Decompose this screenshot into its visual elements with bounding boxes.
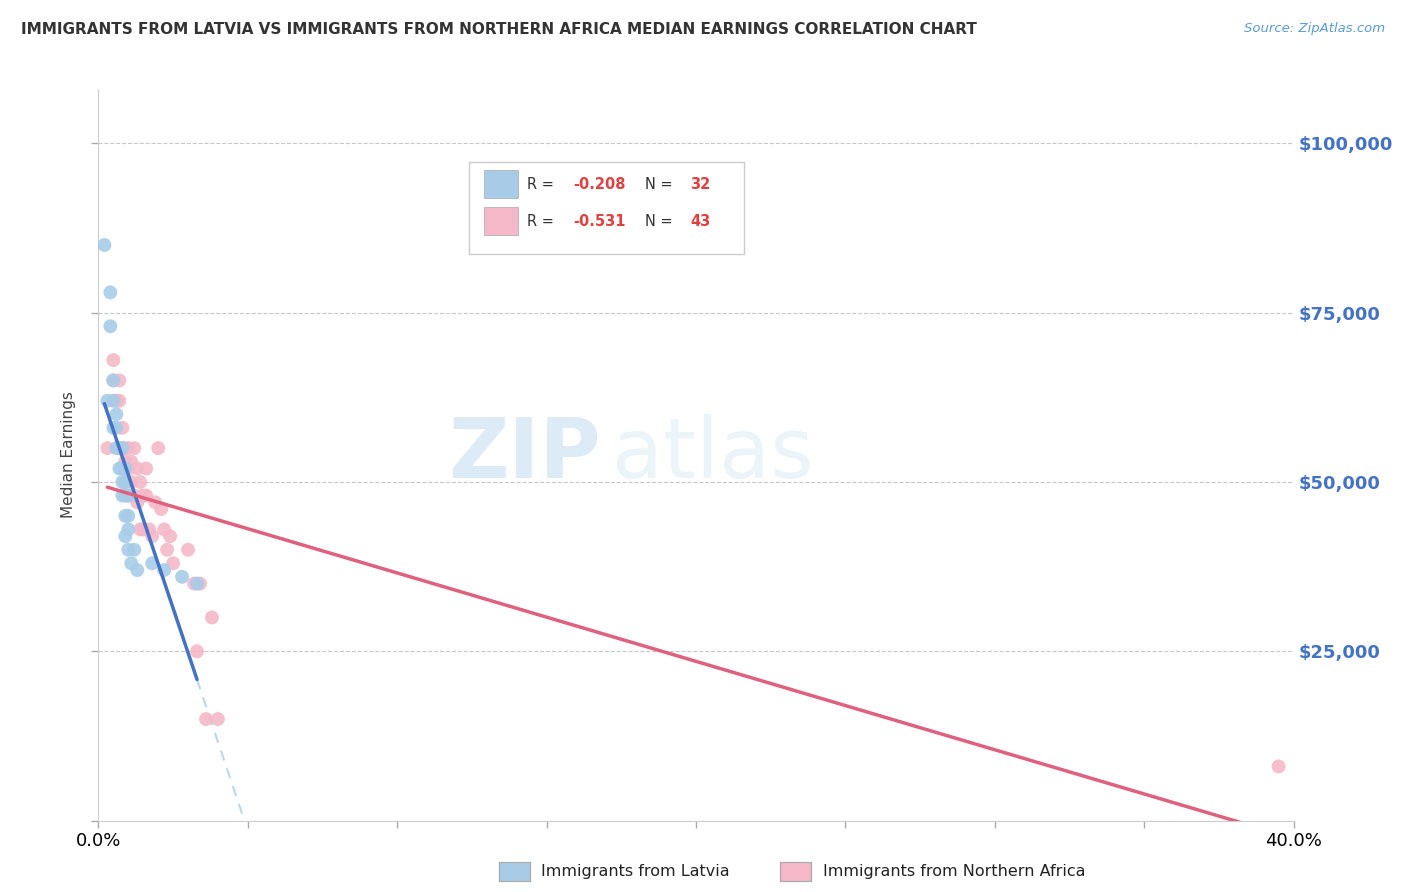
Point bbox=[103, 353, 125, 368]
Point bbox=[100, 319, 122, 334]
Point bbox=[138, 523, 160, 537]
Point bbox=[186, 644, 208, 658]
Point bbox=[96, 393, 118, 408]
Point bbox=[195, 712, 218, 726]
Point bbox=[105, 393, 128, 408]
Point bbox=[127, 495, 149, 509]
Point bbox=[124, 441, 146, 455]
Text: IMMIGRANTS FROM LATVIA VS IMMIGRANTS FROM NORTHERN AFRICA MEDIAN EARNINGS CORREL: IMMIGRANTS FROM LATVIA VS IMMIGRANTS FRO… bbox=[21, 22, 977, 37]
Text: N =: N = bbox=[644, 213, 676, 228]
FancyBboxPatch shape bbox=[470, 162, 744, 253]
Point bbox=[143, 495, 166, 509]
Point bbox=[114, 529, 136, 543]
Point bbox=[141, 556, 163, 570]
Point bbox=[108, 393, 131, 408]
Point bbox=[114, 475, 136, 489]
Point bbox=[117, 489, 139, 503]
Point bbox=[111, 441, 134, 455]
Point bbox=[96, 441, 118, 455]
Point bbox=[105, 441, 128, 455]
Point bbox=[162, 556, 184, 570]
Point bbox=[114, 455, 136, 469]
Point bbox=[1267, 759, 1289, 773]
Text: Source: ZipAtlas.com: Source: ZipAtlas.com bbox=[1244, 22, 1385, 36]
Point bbox=[103, 373, 125, 387]
Point bbox=[117, 489, 139, 503]
Point bbox=[111, 489, 134, 503]
Point bbox=[153, 523, 176, 537]
Point bbox=[127, 563, 149, 577]
Y-axis label: Median Earnings: Median Earnings bbox=[60, 392, 76, 518]
Point bbox=[127, 461, 149, 475]
Point bbox=[132, 489, 155, 503]
Point bbox=[150, 502, 173, 516]
Point bbox=[135, 489, 157, 503]
Point bbox=[114, 441, 136, 455]
Text: -0.208: -0.208 bbox=[572, 177, 626, 192]
Point bbox=[105, 421, 128, 435]
Point bbox=[117, 461, 139, 475]
Text: atlas: atlas bbox=[613, 415, 814, 495]
Text: R =: R = bbox=[527, 177, 560, 192]
Point bbox=[100, 285, 122, 300]
Bar bbox=[485, 207, 517, 235]
Point bbox=[114, 461, 136, 475]
Point bbox=[103, 393, 125, 408]
Point bbox=[188, 576, 211, 591]
Point bbox=[103, 421, 125, 435]
Point bbox=[120, 455, 142, 469]
Text: ZIP: ZIP bbox=[449, 415, 600, 495]
Point bbox=[148, 441, 170, 455]
Point bbox=[103, 373, 125, 387]
Text: 43: 43 bbox=[690, 213, 710, 228]
Point bbox=[159, 529, 181, 543]
Point bbox=[111, 475, 134, 489]
Point bbox=[111, 421, 134, 435]
Text: -0.531: -0.531 bbox=[572, 213, 626, 228]
Point bbox=[114, 475, 136, 489]
Point bbox=[135, 461, 157, 475]
Point bbox=[183, 576, 205, 591]
Point bbox=[124, 542, 146, 557]
Point bbox=[141, 529, 163, 543]
Bar bbox=[485, 170, 517, 198]
Point bbox=[153, 563, 176, 577]
Point bbox=[201, 610, 224, 624]
Point bbox=[186, 576, 208, 591]
Point bbox=[111, 461, 134, 475]
Point bbox=[105, 407, 128, 421]
Point bbox=[111, 441, 134, 455]
Text: Immigrants from Northern Africa: Immigrants from Northern Africa bbox=[823, 864, 1085, 879]
Point bbox=[117, 508, 139, 523]
Point bbox=[120, 475, 142, 489]
Point bbox=[108, 373, 131, 387]
Text: Immigrants from Latvia: Immigrants from Latvia bbox=[541, 864, 730, 879]
Point bbox=[117, 441, 139, 455]
Point bbox=[177, 542, 200, 557]
Point bbox=[114, 489, 136, 503]
Text: R =: R = bbox=[527, 213, 560, 228]
Point bbox=[108, 441, 131, 455]
Point bbox=[207, 712, 229, 726]
Point bbox=[120, 556, 142, 570]
Text: 32: 32 bbox=[690, 177, 710, 192]
Point bbox=[117, 542, 139, 557]
Point bbox=[129, 523, 152, 537]
Point bbox=[156, 542, 179, 557]
Point bbox=[114, 508, 136, 523]
Point bbox=[108, 461, 131, 475]
Point bbox=[124, 489, 146, 503]
Point bbox=[93, 238, 115, 252]
Point bbox=[132, 523, 155, 537]
Point bbox=[172, 570, 194, 584]
Point bbox=[117, 523, 139, 537]
Point bbox=[129, 475, 152, 489]
Text: N =: N = bbox=[644, 177, 676, 192]
